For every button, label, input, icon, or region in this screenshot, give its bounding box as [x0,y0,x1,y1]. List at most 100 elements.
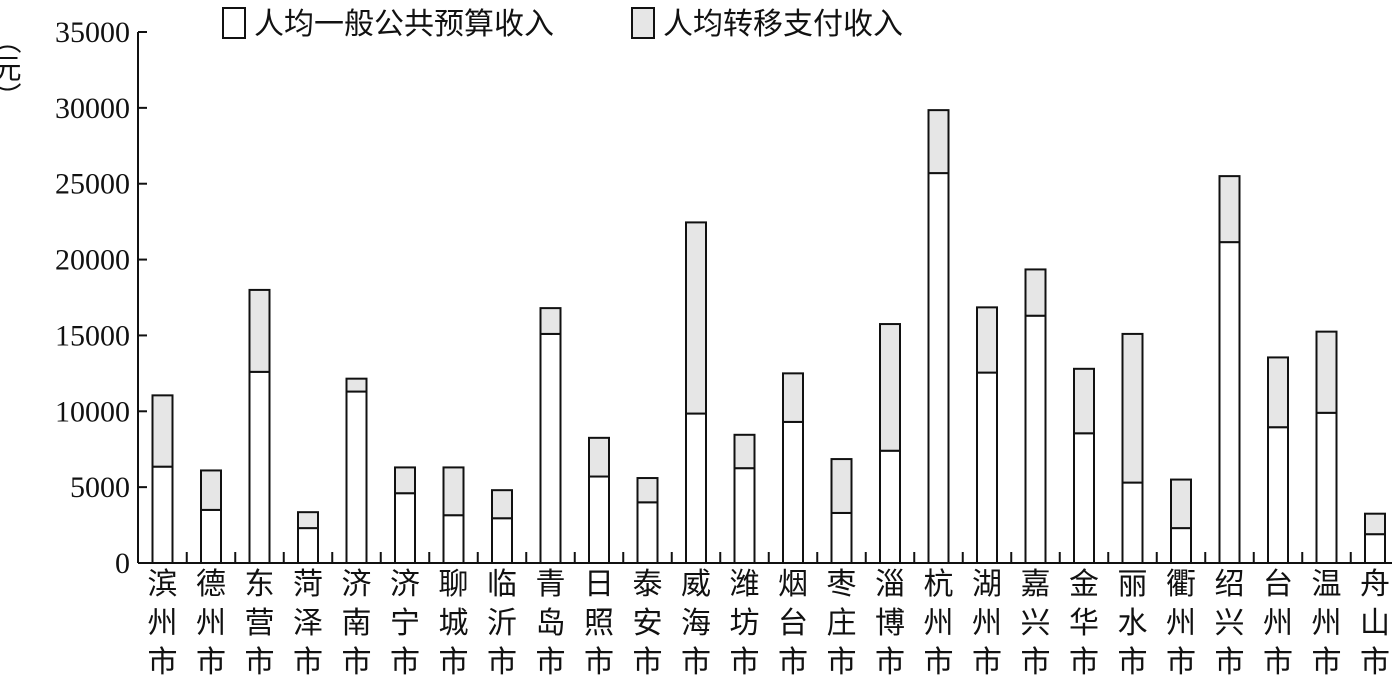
category-label: 市 [1166,645,1196,680]
category-label: 博 [875,606,905,641]
category-label: 市 [633,645,663,680]
bar-transfer-payment [248,288,271,373]
bar-transfer-payment [879,323,901,452]
category-label: 衢 [1166,567,1196,602]
y-tick-label: 30000 [55,92,130,125]
category-label: 城 [439,606,469,641]
category-labels: 滨州市 德州市 东营市 菏泽市 济南市 济宁市 聊城市 临沂市 青岛市 日照市 泰安市 威海市 潍坊市 烟… [148,567,1391,680]
category-label: 州 [972,606,1002,641]
legend: 人均一般公共预算收入 人均转移支付收入 [222,7,903,42]
category-label: 台 [778,606,808,641]
category-label: 泽 [293,606,323,641]
category-label: 市 [487,645,517,680]
category-label: 南 [342,606,372,641]
bar-general-budget [1218,241,1241,564]
category-label: 市 [1069,645,1099,680]
bar-transfer-payment [1218,175,1241,244]
y-tick-label: 15000 [55,319,130,352]
bar-transfer-payment [297,511,319,530]
category-label: 日 [584,567,614,602]
category-label: 照 [584,606,614,641]
category-label: 华 [1069,606,1099,641]
category-label: 市 [972,645,1002,680]
category-label: 枣 [827,567,857,602]
category-label: 市 [730,645,760,680]
category-label: 青 [536,567,566,602]
category-label: 舟 [1360,567,1390,602]
category-label: 宁 [390,606,420,641]
category-label: 德 [196,567,226,602]
category-label: 州 [196,606,226,641]
bar-general-budget [1024,314,1047,564]
category-label: 聊 [439,567,469,602]
category-label: 州 [148,606,178,641]
bar-general-budget [1364,533,1386,564]
bar-transfer-payment [442,466,465,517]
bar-transfer-payment [345,377,368,393]
category-label: 州 [1312,606,1342,641]
bar-transfer-payment [1121,332,1144,484]
bar-general-budget [976,371,998,564]
category-label: 市 [1360,645,1390,680]
bar-general-budget [248,370,271,564]
bar-general-budget [879,449,901,564]
legend-swatch-general-budget [222,7,246,39]
bar-transfer-payment [733,433,756,470]
category-label: 绍 [1215,567,1245,602]
category-label: 兴 [1215,606,1245,641]
category-label: 市 [1118,645,1148,680]
bar-general-budget [151,465,174,565]
legend-label-transfer-payment: 人均转移支付收入 [663,7,903,42]
y-tick-label: 20000 [55,244,130,277]
category-label: 海 [681,606,711,641]
category-label: 山 [1360,606,1390,641]
legend-swatch-transfer-payment [631,7,655,39]
category-label: 兴 [1021,606,1051,641]
category-label: 州 [1166,606,1196,641]
y-tick-label: 5000 [70,471,130,504]
bar-general-budget [588,475,610,564]
bar-general-budget [685,412,707,564]
bar-general-budget [733,467,756,564]
category-label: 市 [536,645,566,680]
category-label: 台 [1263,567,1293,602]
y-tick-label: 25000 [55,168,130,201]
category-label: 泰 [633,567,663,602]
bar-general-budget [1170,527,1192,564]
bars [151,109,1386,565]
category-label: 坊 [730,606,760,641]
category-label: 安 [633,606,663,641]
bar-transfer-payment [394,466,416,495]
category-label: 温 [1312,567,1342,602]
bar-transfer-payment [588,436,610,478]
category-label: 市 [148,645,178,680]
category-label: 嘉 [1021,567,1051,602]
category-label: 市 [681,645,711,680]
category-label: 沂 [487,606,517,641]
bar-transfer-payment [1315,330,1338,414]
bar-transfer-payment [1024,268,1047,317]
category-label: 东 [245,567,275,602]
bar-general-budget [1073,432,1095,564]
category-label: 市 [1021,645,1051,680]
bar-transfer-payment [1267,356,1289,429]
bar-general-budget [830,511,853,564]
bar-transfer-payment [151,394,174,468]
category-label: 烟 [778,567,808,602]
y-tick-label: 0 [115,547,130,580]
bar-general-budget [1121,481,1144,564]
category-label: 市 [1215,645,1245,680]
category-label: 市 [245,645,275,680]
bar-general-budget [782,420,804,564]
bar-transfer-payment [1073,367,1095,435]
bar-transfer-payment [830,458,853,514]
category-label: 济 [342,567,372,602]
bar-general-budget [1267,426,1289,565]
category-label: 滨 [148,567,178,602]
category-label: 济 [390,567,420,602]
category-label: 州 [1263,606,1293,641]
category-label: 水 [1118,606,1148,641]
category-label: 淄 [875,567,905,602]
axes: 0 5000 10000 15000 20000 25000 30000 35000 [55,16,1392,580]
category-label: 威 [681,567,711,602]
